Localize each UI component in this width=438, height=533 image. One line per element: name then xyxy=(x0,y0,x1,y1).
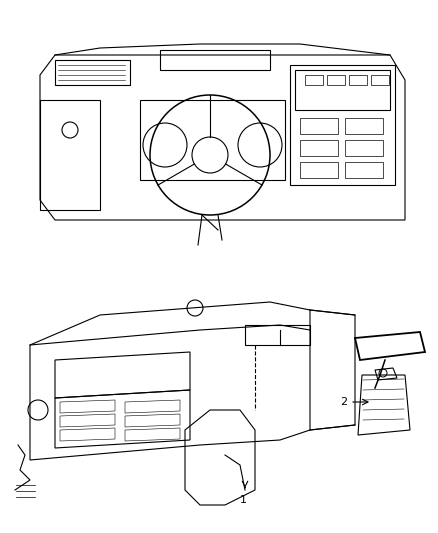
Text: 2: 2 xyxy=(340,397,347,407)
Text: 1: 1 xyxy=(240,495,247,505)
